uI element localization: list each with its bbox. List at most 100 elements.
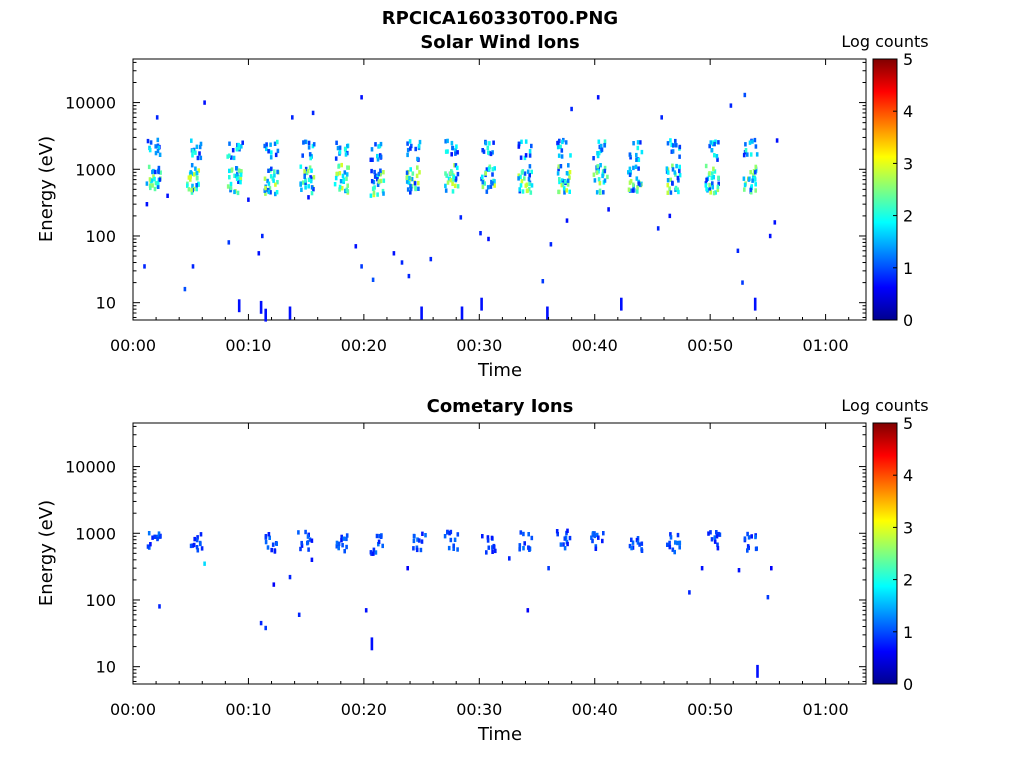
data-pixel: [632, 188, 636, 193]
data-pixel: [158, 604, 161, 609]
data-pixel: [416, 165, 419, 170]
data-pixel: [678, 164, 681, 170]
data-pixel: [409, 186, 413, 192]
data-pixel: [408, 139, 412, 144]
data-pixel: [560, 148, 564, 153]
data-pixel: [530, 169, 533, 175]
data-pixel: [444, 188, 448, 193]
data-pixel: [154, 169, 157, 175]
data-pixel: [635, 176, 639, 181]
figure-title: RPCICA160330T00.PNG: [382, 8, 618, 29]
data-pixel: [346, 144, 349, 149]
data-pixel: [749, 187, 752, 193]
data-pixel: [157, 145, 161, 150]
data-pixel: [274, 152, 278, 158]
data-pixel: [379, 154, 383, 159]
data-bar: [288, 306, 292, 320]
data-pixel: [411, 171, 415, 176]
data-pixel: [450, 152, 453, 157]
data-pixel: [372, 192, 376, 198]
data-pixel: [273, 548, 277, 553]
data-pixel: [632, 182, 635, 187]
data-pixel: [708, 171, 711, 176]
data-pixel: [669, 532, 672, 537]
data-pixel: [750, 534, 753, 539]
data-pixel: [483, 181, 486, 186]
data-pixel: [746, 152, 749, 157]
data-pixel: [274, 182, 277, 187]
data-pixel: [666, 542, 669, 547]
data-pixel: [145, 181, 149, 186]
data-pixel: [449, 171, 452, 176]
data-pixel: [676, 175, 680, 181]
data-pixel: [522, 531, 525, 537]
data-pixel: [203, 561, 206, 566]
data-pixel: [566, 182, 570, 187]
data-pixel: [191, 183, 194, 189]
data-pixel: [186, 183, 189, 188]
data-pixel: [406, 152, 409, 158]
data-pixel: [196, 548, 200, 553]
data-pixel: [237, 179, 240, 184]
data-pixel: [712, 190, 716, 196]
data-pixel: [187, 187, 191, 192]
data-pixel: [597, 166, 600, 171]
data-pixel: [194, 166, 197, 171]
data-pixel: [333, 182, 337, 187]
data-pixel: [601, 538, 604, 544]
data-pixel: [557, 166, 560, 172]
data-pixel: [310, 538, 314, 543]
data-pixel: [678, 545, 681, 550]
data-pixel: [666, 183, 670, 188]
data-pixel: [196, 175, 199, 181]
data-pixel: [376, 157, 380, 162]
data-pixel: [195, 144, 199, 149]
data-pixel: [597, 177, 601, 182]
data-pixel: [203, 100, 206, 105]
data-pixel: [547, 566, 550, 571]
data-pixel: [597, 150, 601, 156]
data-pixel: [240, 144, 243, 149]
data-pixel: [673, 549, 676, 555]
data-pixel: [340, 534, 343, 540]
data-pixel: [454, 151, 457, 156]
data-pixel: [424, 533, 427, 538]
data-pixel: [631, 540, 635, 545]
data-pixel: [591, 538, 594, 544]
data-pixel: [530, 535, 534, 541]
data-pixel: [335, 540, 339, 546]
data-pixel: [485, 189, 489, 194]
data-pixel: [637, 181, 641, 186]
data-pixel: [371, 186, 375, 191]
data-pixel: [716, 546, 720, 551]
data-pixel: [340, 538, 343, 543]
data-pixel: [345, 544, 348, 550]
data-pixel: [631, 545, 635, 550]
data-pixel: [406, 187, 410, 192]
data-pixel: [565, 218, 569, 223]
data-pixel: [191, 264, 195, 269]
data-pixel: [561, 178, 564, 183]
data-pixel: [299, 546, 302, 552]
data-pixel: [736, 248, 740, 253]
data-pixel: [343, 146, 347, 152]
data-pixel: [192, 542, 196, 548]
data-pixel: [300, 540, 303, 546]
data-pixel: [595, 532, 599, 538]
data-pixel: [775, 138, 779, 143]
data-pixel: [713, 169, 717, 174]
data-pixel: [668, 186, 671, 191]
data-pixel: [741, 280, 744, 285]
data-pixel: [452, 543, 455, 548]
data-pixel: [198, 151, 201, 156]
data-pixel: [454, 148, 457, 153]
data-pixel: [274, 191, 277, 197]
data-bar: [546, 306, 549, 320]
data-pixel: [568, 170, 572, 175]
data-pixel: [338, 187, 341, 192]
data-pixel: [230, 155, 233, 160]
data-pixel: [334, 156, 338, 161]
data-pixel: [377, 144, 380, 149]
data-pixel: [595, 170, 599, 175]
data-pixel: [226, 154, 229, 159]
